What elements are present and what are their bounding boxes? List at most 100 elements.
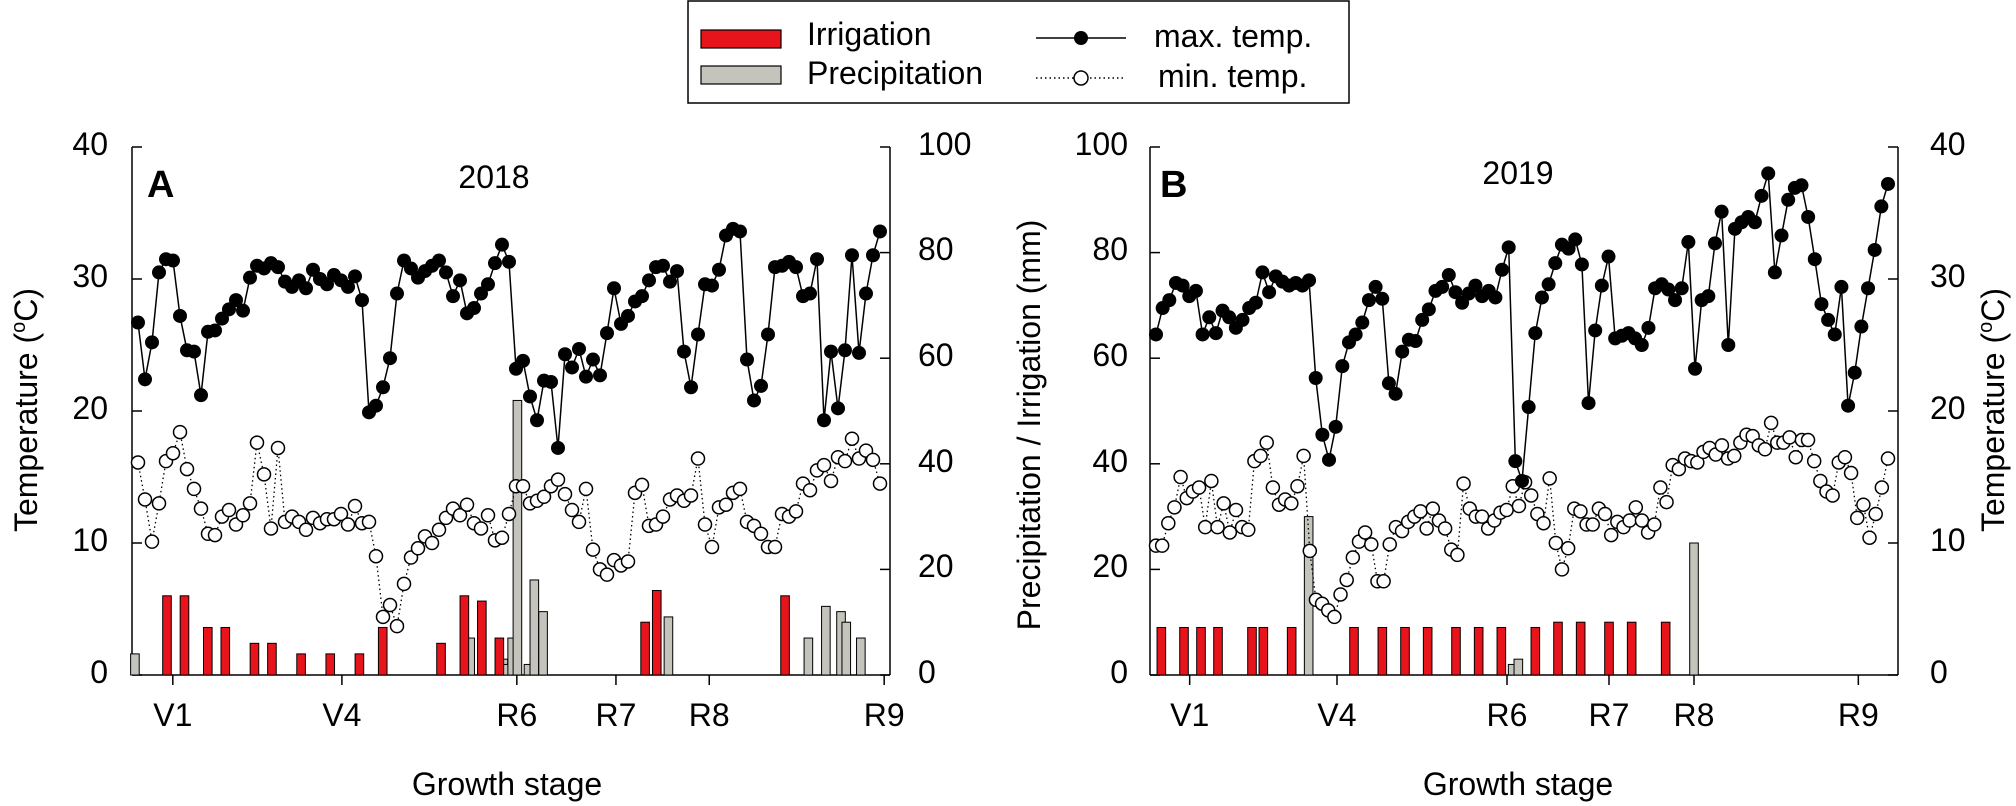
panel-a-min-temp-point [389, 618, 405, 634]
panel-a-min-temp-point [844, 431, 860, 446]
panel-b-max-temp-point [1601, 249, 1616, 264]
panel-a-max-temp-point [866, 248, 880, 263]
panel-b-min-temp-point [1499, 502, 1514, 518]
panel-b-max-temp-point [1308, 371, 1323, 385]
panel-b-stage-label-r6: R6 [1487, 697, 1528, 733]
panel-a-irrigation-bar [436, 642, 446, 676]
panel-a-min-temp-point [788, 504, 804, 519]
panel-a-min-temp-point [753, 526, 769, 542]
panel-a-max-temp-point [565, 360, 579, 375]
panel-a-max-temp-point [551, 440, 565, 455]
panel-a-max-temp-point [705, 278, 719, 293]
panel-b-irrigation-bar [1156, 626, 1167, 676]
panel-a-left-ticklabel-20: 20 [72, 390, 108, 426]
legend-irrigation-swatch [700, 29, 782, 49]
panel-b-min-temp-point [1425, 501, 1441, 516]
panel-a-precipitation-bar [529, 579, 540, 676]
panel-a-min-temp-point [550, 472, 566, 487]
panel-a-max-temp-point [656, 258, 670, 273]
panel-a-min-temp-point [515, 478, 531, 494]
panel-b-min-temp-point [1167, 500, 1182, 515]
panel-b-min-temp-point [1382, 537, 1397, 552]
panel-a-max-temp-point [166, 253, 180, 268]
panel-a-min-temp-point [557, 486, 573, 502]
panel-a-min-temp-point [872, 476, 888, 491]
panel-a-max-temp-point [432, 253, 446, 268]
panel-b-max-temp-point [1861, 281, 1876, 296]
panel-a-min-temp-point [137, 492, 153, 507]
panel-a-max-temp-point [663, 274, 677, 289]
panel-a-max-temp-point [229, 293, 243, 308]
panel-b-min-temp-point [1782, 430, 1797, 445]
panel-a-max-temp-point [558, 347, 572, 362]
panel-b-irrigation-bar [1196, 626, 1206, 676]
panel-a-min-temp-point [207, 527, 223, 543]
panel-a-left-ticklabel-10: 10 [72, 522, 108, 558]
panel-a-irrigation-bar [296, 653, 306, 676]
panel-a-max-temp-point [761, 327, 775, 342]
panel-b-irrigation-bar [1660, 621, 1671, 676]
panel-a-min-temp-point [298, 522, 314, 538]
panel-a-precipitation-bar [821, 605, 831, 676]
panel-b-min-temp-point [1302, 543, 1318, 559]
panel-b-min-temp-point [1647, 517, 1662, 532]
panel-b-max-temp-point [1175, 278, 1190, 293]
panel-a-max-temp-point [439, 265, 453, 280]
panel-a-max-temp-point [236, 303, 250, 318]
panel-a-max-temp-point [740, 352, 754, 367]
panel-b-min-temp-point [1622, 513, 1637, 528]
panel-b-max-temp-point [1568, 232, 1583, 247]
panel-a-min-temp-point [767, 539, 783, 555]
panel-a-max-temp-point [607, 281, 621, 296]
panel-a-right-ticklabel-40: 40 [918, 443, 954, 479]
panel-a-max-temp-point [593, 368, 607, 383]
legend: Irrigation Precipitation max. temp. min.… [687, 0, 1350, 104]
panel-a-max-temp-point [754, 378, 768, 393]
panel-b-min-temp-point [1376, 574, 1391, 589]
panel-b-max-temp-point [1195, 327, 1210, 342]
panel-b-max-temp-point [1262, 285, 1277, 300]
panel-a-min-temp-point [718, 497, 734, 512]
panel-b-max-temp-point [1747, 215, 1762, 230]
panel-a-min-temp-point [690, 451, 706, 466]
panel-b-max-temp-point [1781, 192, 1796, 207]
panel-a-max-temp-point [152, 265, 166, 280]
panel-b-max-temp-point [1408, 334, 1423, 349]
panel-b-irrigation-bar [1179, 626, 1189, 676]
panel-a-max-temp-point [131, 315, 145, 330]
panel-b-min-temp-point [1241, 522, 1256, 538]
panel-a-min-temp-point [683, 488, 699, 503]
panel-a-min-temp-point [347, 498, 363, 514]
panel-b-min-temp-point [1868, 506, 1883, 522]
panel-b-max-temp-point [1322, 452, 1337, 467]
panel-a-precipitation-bar [841, 621, 852, 676]
panel-a-min-temp-point [179, 461, 195, 477]
panel-b-left-ticklabel-60: 60 [1092, 337, 1128, 373]
panel-b-max-temp-point [1222, 310, 1237, 325]
panel-b-min-temp-point [1628, 500, 1644, 515]
panel-a-title: 2018 [458, 159, 529, 195]
panel-b-right-ticklabel-20: 20 [1930, 390, 1966, 426]
panel-b-irrigation-bar [1258, 626, 1269, 676]
panel-b-irrigation-bar [1553, 621, 1563, 676]
panel-b-min-temp-point [1456, 476, 1471, 491]
panel-a-max-temp-point [446, 289, 460, 304]
legend-precipitation-label: Precipitation [807, 55, 983, 91]
panel-b-max-temp-point [1714, 204, 1729, 219]
panel-b-max-temp-point [1468, 278, 1483, 293]
panel-a-min-temp-point [697, 517, 713, 532]
panel-b-precipitation-bar [1689, 542, 1699, 676]
panel-b-left-ticklabel-0: 0 [1110, 654, 1128, 690]
panel-b-min-temp-point [1161, 515, 1176, 531]
panel-a-max-temp-point [803, 286, 817, 301]
panel-a-min-temp-point [802, 482, 818, 498]
panel-b-irrigation-bar [1349, 626, 1359, 676]
panel-b-min-temp-point [1290, 478, 1305, 494]
panel-b-max-temp-point [1355, 315, 1370, 330]
panel-b-left-ticklabel-40: 40 [1092, 443, 1128, 479]
panel-b-max-temp-point [1348, 327, 1363, 342]
panel-b-max-temp-point [1248, 295, 1263, 310]
panel-a-irrigation-bar [354, 653, 365, 676]
panel-a-right-ticklabel-60: 60 [918, 337, 954, 373]
panel-b-max-temp-point [1501, 240, 1516, 255]
